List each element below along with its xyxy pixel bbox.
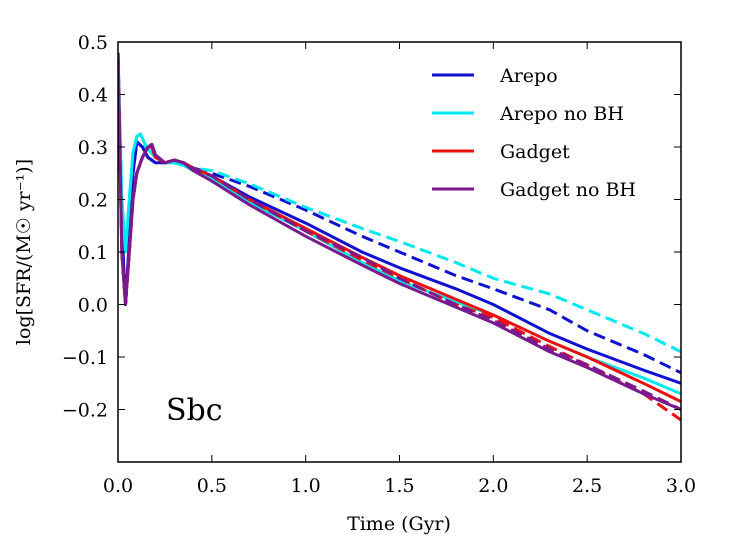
- y-tick-label: 0.4: [78, 85, 108, 107]
- ticks-layer: 0.0 0.5 1.0 1.5 2.0 2.5 3.0 −0.2 −0.1 0.0 0.1 0.2 0.…: [62, 32, 696, 497]
- series-line-arepo-no-bh-dashed: [118, 52, 681, 354]
- x-axis-label: Time (Gyr): [347, 513, 451, 535]
- x-tick-label: 2.5: [572, 475, 602, 497]
- y-axis-label: log[SFR/(M☉ yr⁻¹)]: [13, 159, 35, 345]
- x-tick-label: 1.0: [291, 475, 321, 497]
- legend-label: Gadget no BH: [500, 179, 636, 201]
- y-tick-label: −0.2: [62, 400, 108, 422]
- y-tick-label: 0.2: [78, 190, 108, 212]
- x-tick-label: 3.0: [666, 475, 696, 497]
- annotation-label: Sbc: [166, 393, 223, 428]
- x-tick-label: 1.5: [384, 475, 414, 497]
- x-tick-label: 2.0: [478, 475, 508, 497]
- legend-label: Gadget: [500, 141, 570, 163]
- y-tick-label: −0.1: [62, 347, 108, 369]
- y-tick-label: 0.1: [78, 242, 108, 264]
- legend: Arepo Arepo no BH Gadget Gadget no BH: [432, 65, 636, 201]
- series-line-arepo-dashed: [118, 52, 681, 375]
- legend-label: Arepo: [499, 65, 558, 87]
- series-layer: [118, 52, 681, 422]
- y-tick-label: 0.3: [78, 137, 108, 159]
- y-tick-label: 0.0: [78, 295, 108, 317]
- x-tick-label: 0.0: [103, 475, 133, 497]
- x-tick-label: 0.5: [197, 475, 227, 497]
- series-line-gadget-no-bh-dashed: [118, 52, 681, 411]
- legend-label: Arepo no BH: [499, 103, 624, 125]
- y-tick-label: 0.5: [78, 32, 108, 54]
